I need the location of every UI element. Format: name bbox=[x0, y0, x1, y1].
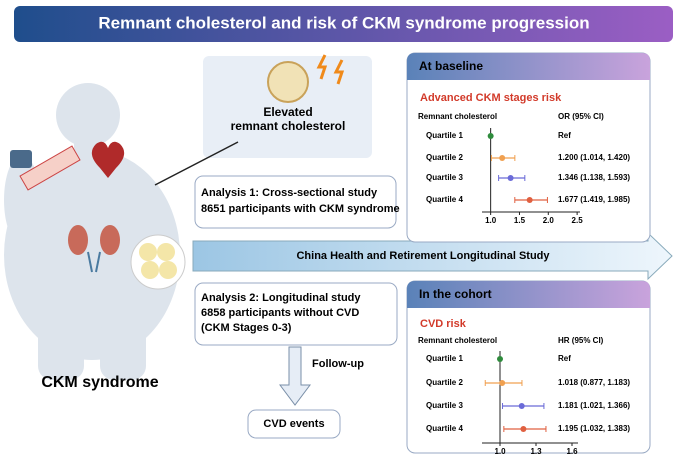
x-tick-label: 1.3 bbox=[530, 447, 542, 456]
kidney-icon bbox=[68, 225, 120, 273]
estimate-point bbox=[520, 426, 527, 432]
panel-header bbox=[407, 281, 650, 308]
estimate-label: 1.181 (1.021, 1.366) bbox=[558, 401, 630, 410]
column-label: HR (95% CI) bbox=[558, 336, 604, 345]
row-label: Quartile 1 bbox=[426, 354, 463, 363]
elevated-box bbox=[203, 56, 372, 158]
title-bar bbox=[14, 6, 673, 42]
estimate-point bbox=[497, 356, 503, 362]
estimate-point bbox=[526, 197, 533, 203]
analysis2-text: 6858 participants without CVD bbox=[201, 307, 359, 319]
panel-header bbox=[407, 53, 650, 80]
outcome-box bbox=[247, 409, 341, 439]
estimate-label: 1.195 (1.032, 1.383) bbox=[558, 424, 630, 433]
heart-icon bbox=[91, 141, 125, 178]
row-label: Quartile 2 bbox=[426, 153, 463, 162]
column-label: OR (95% CI) bbox=[558, 112, 604, 121]
row-label: Quartile 4 bbox=[426, 195, 463, 204]
x-tick-label: 2.5 bbox=[572, 216, 584, 225]
row-label: Quartile 3 bbox=[426, 401, 463, 410]
row-label: Quartile 4 bbox=[426, 424, 463, 433]
estimate-label: 1.018 (0.877, 1.183) bbox=[558, 378, 630, 387]
body-figure bbox=[4, 83, 180, 380]
follow-arrow bbox=[279, 346, 311, 406]
row-label: Quartile 2 bbox=[426, 378, 463, 387]
figure-label: CKM syndrome bbox=[41, 374, 158, 391]
estimate-point bbox=[499, 155, 506, 161]
x-tick-label: 1.0 bbox=[494, 447, 506, 456]
row-label: Quartile 3 bbox=[426, 173, 463, 182]
estimate-point bbox=[499, 380, 506, 386]
study-label: China Health and Retirement Longitudinal… bbox=[296, 250, 550, 262]
estimate-label: Ref bbox=[558, 354, 571, 363]
analysis2-text: (CKM Stages 0-3) bbox=[201, 322, 292, 334]
analysis2-box bbox=[194, 282, 398, 346]
column-label: Remnant cholesterol bbox=[418, 112, 497, 121]
estimate-label: 1.346 (1.138, 1.593) bbox=[558, 173, 630, 182]
x-tick-label: 1.5 bbox=[514, 216, 526, 225]
x-tick-label: 1.0 bbox=[485, 216, 497, 225]
fat-cells-icon bbox=[130, 234, 186, 290]
panel-header-text: In the cohort bbox=[419, 287, 492, 301]
estimate-label: Ref bbox=[558, 131, 571, 140]
panel bbox=[406, 52, 651, 243]
panel-header-text: At baseline bbox=[419, 59, 483, 73]
estimate-label: 1.200 (1.014, 1.420) bbox=[558, 153, 630, 162]
estimate-point bbox=[507, 175, 514, 181]
analysis1-text: Analysis 1: Cross-sectional study bbox=[201, 187, 378, 199]
elevated-text: Elevated bbox=[263, 105, 312, 119]
x-tick-label: 1.6 bbox=[566, 447, 578, 456]
vessel-icon bbox=[10, 145, 81, 191]
lightning-icon bbox=[316, 54, 345, 85]
panel-subtitle: CVD risk bbox=[420, 318, 467, 330]
row-label: Quartile 1 bbox=[426, 131, 463, 140]
column-label: Remnant cholesterol bbox=[418, 336, 497, 345]
analysis2-text: Analysis 2: Longitudinal study bbox=[201, 292, 361, 304]
estimate-point bbox=[487, 133, 494, 139]
analysis1-box bbox=[194, 175, 397, 229]
follow-up-label: Follow-up bbox=[312, 358, 364, 370]
particle-icon bbox=[267, 61, 309, 103]
x-tick-label: 2.0 bbox=[543, 216, 555, 225]
estimate-label: 1.677 (1.419, 1.985) bbox=[558, 195, 630, 204]
estimate-point bbox=[518, 403, 525, 409]
elevated-text: remnant cholesterol bbox=[231, 119, 346, 133]
panel-subtitle: Advanced CKM stages risk bbox=[420, 92, 562, 104]
connector bbox=[154, 141, 239, 186]
title: Remnant cholesterol and risk of CKM synd… bbox=[98, 13, 589, 32]
outcome-label: CVD events bbox=[263, 418, 324, 430]
analysis1-text: 8651 participants with CKM syndrome bbox=[201, 203, 400, 215]
